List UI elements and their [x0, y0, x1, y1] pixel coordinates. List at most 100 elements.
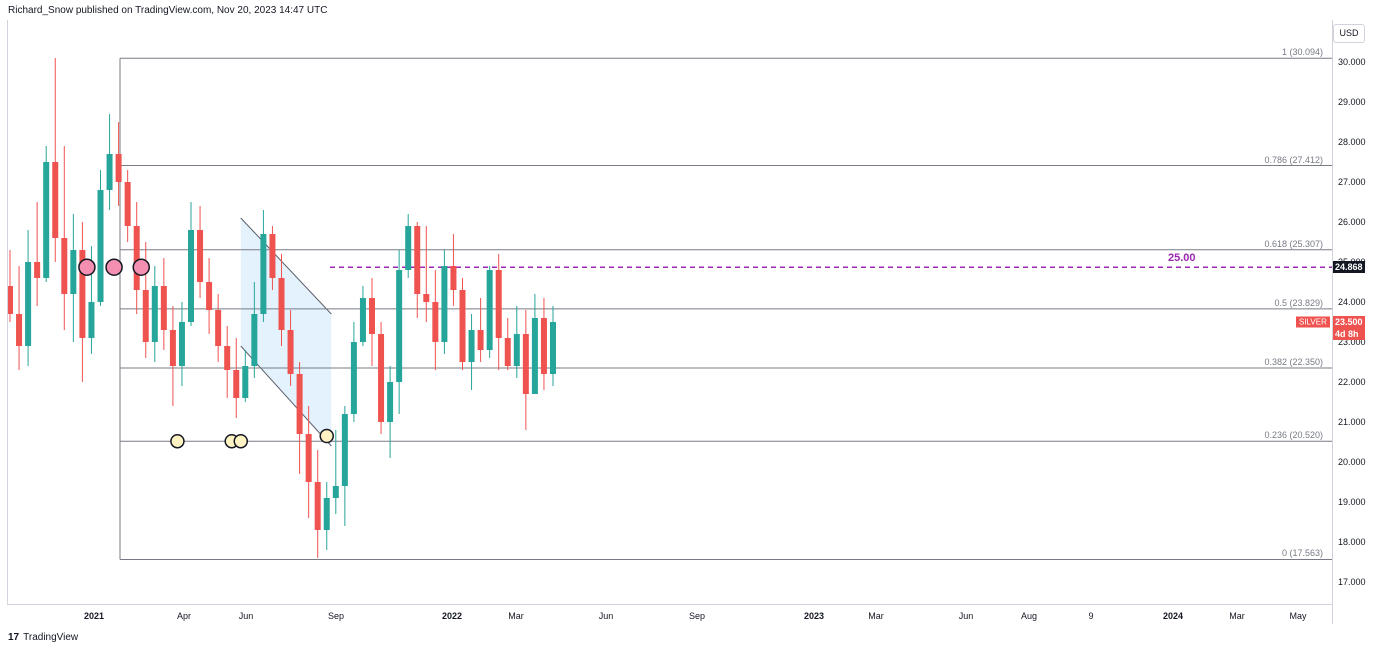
y-tick-label: 17.000: [1338, 577, 1366, 587]
candle-body: [305, 434, 312, 482]
x-tick-label: Mar: [868, 611, 884, 621]
candle-body: [251, 314, 258, 366]
candle-body: [369, 298, 375, 334]
brand-name: TradingView: [23, 632, 79, 643]
y-tick-label: 18.000: [1338, 537, 1366, 547]
chart-frame-left: [7, 20, 8, 604]
pink-marker: [78, 258, 96, 276]
candle-body: [441, 266, 448, 342]
level-25-label: 25.00: [1168, 252, 1196, 265]
x-tick-label: Apr: [176, 611, 192, 621]
y-tick-label: 20.000: [1338, 457, 1366, 467]
candle-body: [504, 338, 511, 366]
candle-body: [269, 234, 276, 278]
candle-body: [142, 290, 149, 342]
candle-body: [332, 486, 339, 498]
level-price-badge: 24.868: [1333, 261, 1365, 274]
candle-body: [522, 334, 529, 394]
candle-body: [350, 342, 357, 414]
candle-body: [206, 282, 213, 310]
x-tick-label: 2024: [1162, 611, 1184, 621]
candle-body: [296, 374, 303, 434]
candle-body: [106, 154, 113, 190]
yellow-marker: [233, 433, 249, 449]
candle-body: [359, 298, 366, 342]
candle-body: [224, 346, 231, 370]
y-tick-label: 22.000: [1338, 377, 1366, 387]
x-tick-label: Jun: [958, 611, 974, 621]
candle-body: [70, 250, 77, 294]
x-tick-label: 2023: [803, 611, 825, 621]
bar-countdown: 4d 8h: [1335, 329, 1359, 339]
last-price: 23.500: [1335, 317, 1363, 327]
candle-body: [178, 322, 185, 366]
x-tick-label: Mar: [1229, 611, 1245, 621]
y-tick-label: 19.000: [1338, 497, 1366, 507]
candle-body: [52, 162, 59, 238]
x-tick-label: Sep: [327, 611, 345, 621]
fib-label-0.382: 0.382 (22.350): [1264, 357, 1323, 367]
y-tick-label: 24.000: [1338, 297, 1366, 307]
candle-body: [531, 318, 538, 394]
candle-body: [550, 322, 556, 374]
x-tick-label: 2021: [83, 611, 105, 621]
candle-body: [459, 290, 466, 362]
time-axis-border: [7, 604, 1333, 605]
candle-body: [43, 162, 50, 278]
y-tick-label: 27.000: [1338, 177, 1366, 187]
candle-body: [260, 234, 267, 314]
fib-label-0.786: 0.786 (27.412): [1264, 154, 1323, 165]
tradingview-brand[interactable]: 17 TradingView: [8, 632, 78, 643]
yellow-marker: [170, 433, 185, 449]
channel-upper-line: [240, 217, 332, 315]
currency-selector[interactable]: USD: [1333, 24, 1365, 43]
candle-body: [341, 414, 348, 486]
x-tick-label: 9: [1088, 611, 1094, 621]
candle-body: [188, 230, 194, 322]
x-tick-label: Sep: [688, 611, 706, 621]
fib-label-0: 0 (17.563): [1281, 548, 1323, 559]
candle-body: [151, 286, 158, 342]
symbol-badge: SILVER: [1296, 316, 1330, 328]
candle-body: [115, 154, 122, 182]
candle-body: [323, 498, 330, 530]
candle-body: [513, 334, 520, 366]
candle-body: [16, 314, 23, 346]
candle-body: [233, 370, 240, 398]
y-tick-label: 28.000: [1338, 137, 1366, 147]
y-tick-label: 26.000: [1338, 217, 1366, 227]
candle-body: [495, 270, 502, 338]
pink-marker: [105, 258, 123, 276]
candle-body: [314, 482, 321, 530]
fib-label-1: 1 (30.094): [1281, 47, 1323, 58]
candle-body: [242, 366, 249, 398]
candle-body: [133, 226, 140, 290]
candle-body: [25, 262, 32, 346]
candle-body: [486, 270, 493, 350]
x-tick-label: May: [1289, 611, 1307, 621]
candle-body: [7, 286, 13, 314]
fib-label-0.618: 0.618 (25.307): [1264, 238, 1323, 249]
candle-body: [278, 278, 285, 330]
tradingview-logo-icon: 17: [8, 632, 20, 643]
pink-marker: [132, 258, 150, 276]
x-tick-label: Aug: [1020, 611, 1038, 621]
x-tick-label: Jun: [238, 611, 254, 621]
candle-body: [61, 238, 68, 294]
candle-body: [197, 230, 204, 282]
fib-label-0.236: 0.236 (20.520): [1264, 430, 1323, 441]
y-tick-label: 30.000: [1338, 57, 1366, 67]
fib-label-0.5: 0.5 (23.829): [1274, 297, 1323, 308]
last-price-badge: 23.500 4d 8h: [1333, 316, 1365, 340]
candle-body: [215, 310, 222, 346]
candle-body: [468, 330, 475, 362]
candle-body: [169, 330, 176, 366]
candle-body: [287, 330, 294, 374]
candle-body: [387, 382, 394, 422]
x-tick-label: 2022: [441, 611, 463, 621]
publisher-line: Richard_Snow published on TradingView.co…: [8, 5, 328, 16]
candle-body: [79, 250, 86, 338]
y-tick-label: 23.000: [1338, 337, 1366, 347]
y-tick-label: 21.000: [1338, 417, 1366, 427]
